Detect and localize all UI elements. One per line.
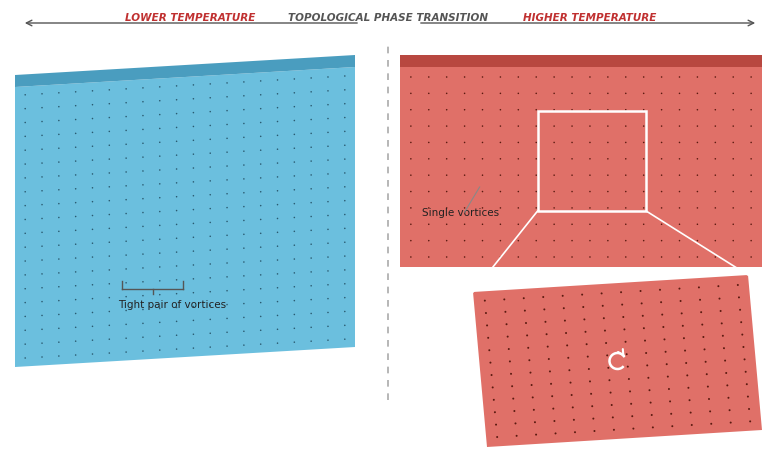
Polygon shape [473, 275, 762, 447]
Polygon shape [15, 56, 355, 88]
Text: LOWER TEMPERATURE: LOWER TEMPERATURE [125, 13, 255, 23]
Polygon shape [15, 68, 355, 367]
Polygon shape [400, 56, 762, 68]
Polygon shape [400, 68, 762, 268]
Text: Single vortices: Single vortices [422, 207, 498, 217]
Text: Tight pair of vortices: Tight pair of vortices [118, 299, 226, 309]
Text: TOPOLOGICAL PHASE TRANSITION: TOPOLOGICAL PHASE TRANSITION [288, 13, 488, 23]
Text: HIGHER TEMPERATURE: HIGHER TEMPERATURE [523, 13, 657, 23]
